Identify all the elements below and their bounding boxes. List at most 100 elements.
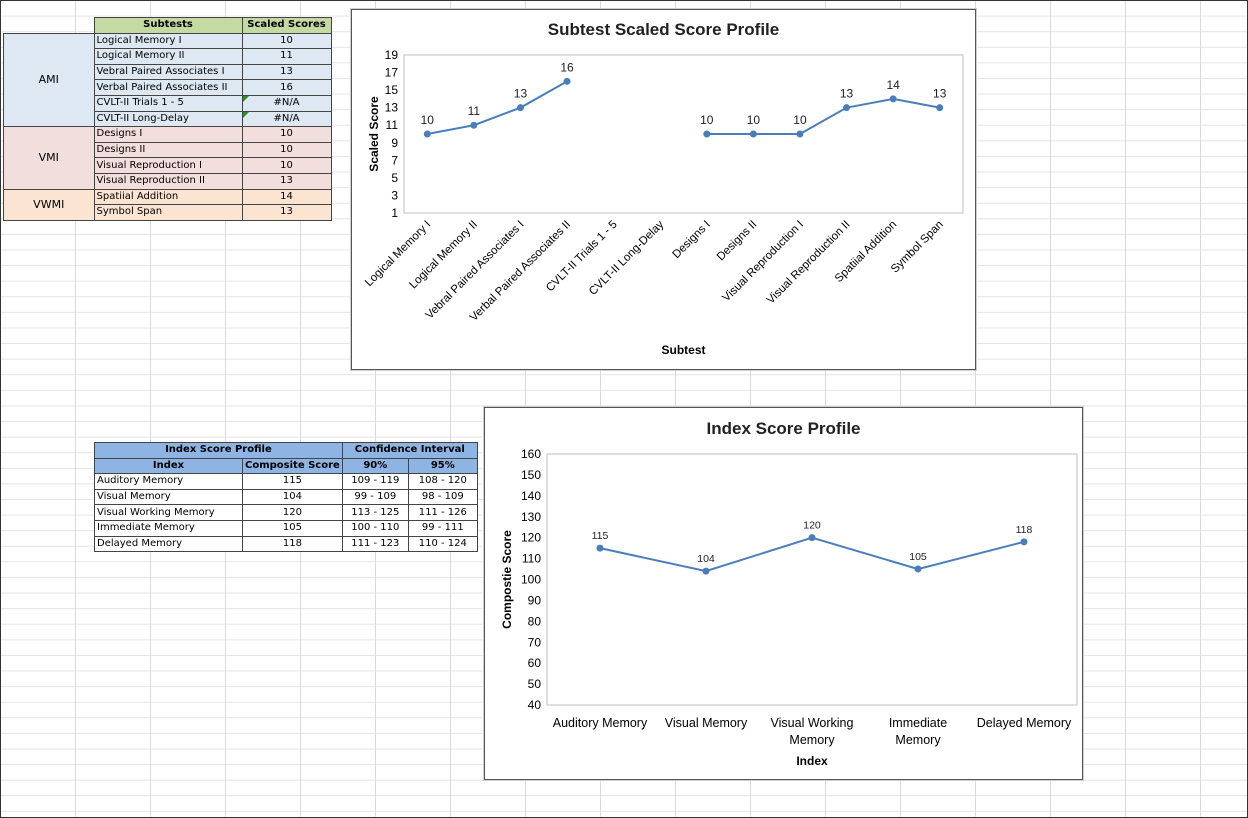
group-label-vmi[interactable]: VMI <box>3 126 95 190</box>
plot-area <box>546 453 1078 706</box>
data-label: 10 <box>747 113 761 127</box>
data-label: 13 <box>840 87 854 101</box>
y-tick-label: 140 <box>521 489 541 503</box>
y-tick-label: 90 <box>528 593 542 607</box>
y-tick-label: 5 <box>391 171 398 185</box>
data-point <box>1020 538 1028 546</box>
ci95-cell[interactable]: 108 - 120 <box>407 473 478 490</box>
scaled-score-cell[interactable]: 10 <box>241 141 332 159</box>
series-line <box>706 97 940 135</box>
subtest-name-cell[interactable]: Verbal Paired Associates II <box>93 79 243 96</box>
y-tick-label: 3 <box>391 188 398 202</box>
scaled-score-cell[interactable]: 13 <box>241 172 332 190</box>
scaled-scores-header[interactable]: Scaled Scores <box>241 17 332 34</box>
subtests-header[interactable]: Subtests <box>93 17 243 34</box>
scaled-score-cell[interactable]: 11 <box>241 48 332 65</box>
chart-title: Index Score Profile <box>707 419 861 438</box>
scaled-score-cell-error[interactable]: #N/A <box>241 94 332 112</box>
y-tick-label: 7 <box>391 153 398 167</box>
ci95-cell[interactable]: 111 - 126 <box>407 504 478 521</box>
y-tick-label: 13 <box>385 101 399 115</box>
index-name-cell[interactable]: Visual Memory <box>94 488 243 506</box>
subtest-name-cell[interactable]: Spatiial Addition <box>93 188 243 206</box>
ci90-header[interactable]: 90% <box>341 457 409 475</box>
data-label: 104 <box>697 553 715 565</box>
x-tick-label: Delayed Memory <box>977 716 1072 730</box>
confidence-interval-header[interactable]: Confidence Interval <box>341 442 478 459</box>
index-name-cell[interactable]: Auditory Memory <box>94 473 243 490</box>
subtest-name-cell[interactable]: Visual Reproduction I <box>93 157 243 174</box>
y-tick-label: 19 <box>385 48 399 62</box>
data-point <box>808 534 816 542</box>
x-tick-label: Vebral Paired Associates I <box>424 219 527 322</box>
composite-score-cell[interactable]: 115 <box>242 473 343 490</box>
x-tick-label: Visual Working <box>771 716 854 730</box>
composite-score-cell[interactable]: 120 <box>242 504 343 521</box>
subtest-name-cell[interactable]: Visual Reproduction II <box>93 172 243 190</box>
subtest-name-cell[interactable]: CVLT-II Long-Delay <box>93 110 243 128</box>
data-label: 13 <box>933 87 947 101</box>
index-name-cell[interactable]: Immediate Memory <box>94 519 243 537</box>
index-profile-chart[interactable]: Index Score Profile 40 50 60 70 80 90 100 110 120… <box>484 407 1083 780</box>
index-column-header[interactable]: Index <box>94 457 243 475</box>
group-label-ami[interactable]: AMI <box>3 32 95 128</box>
x-tick-label: Visual Reproduction II <box>765 219 853 307</box>
subtest-name-cell[interactable]: CVLT-II Trials 1 - 5 <box>93 94 243 112</box>
subtest-name-cell[interactable]: Symbol Span <box>93 204 243 221</box>
x-tick-label: Designs II <box>715 219 760 264</box>
scaled-score-cell[interactable]: 14 <box>241 188 332 206</box>
index-name-cell[interactable]: Visual Working Memory <box>94 504 243 521</box>
data-label: 10 <box>700 113 714 127</box>
subtest-name-cell[interactable]: Designs I <box>93 126 243 143</box>
subtest-profile-chart[interactable]: Subtest Scaled Score Profile 1 3 5 7 9 11 13 15 1… <box>351 9 976 370</box>
y-tick-label: 130 <box>521 510 541 524</box>
composite-score-cell[interactable]: 105 <box>242 519 343 537</box>
ci95-cell[interactable]: 110 - 124 <box>407 535 478 553</box>
data-label: 10 <box>793 113 807 127</box>
ci90-cell[interactable]: 113 - 125 <box>341 504 409 521</box>
data-label: 11 <box>468 104 481 118</box>
data-label: 118 <box>1016 524 1033 536</box>
data-point <box>914 565 922 573</box>
scaled-score-cell[interactable]: 13 <box>241 63 332 81</box>
scaled-score-cell[interactable]: 16 <box>241 79 332 96</box>
scaled-score-cell[interactable]: 10 <box>241 126 332 143</box>
ci95-cell[interactable]: 99 - 111 <box>407 519 478 537</box>
index-score-table: Index Score Profile Confidence Interval … <box>94 442 478 553</box>
scaled-score-cell[interactable]: 10 <box>241 157 332 174</box>
scaled-score-cell[interactable]: 10 <box>241 32 332 50</box>
y-tick-label: 80 <box>528 614 542 628</box>
x-axis-label: Subtest <box>661 343 705 357</box>
ci90-cell[interactable]: 99 - 109 <box>341 488 409 506</box>
data-point <box>843 104 851 112</box>
scaled-score-cell-error[interactable]: #N/A <box>241 110 332 128</box>
ci90-cell[interactable]: 100 - 110 <box>341 519 409 537</box>
x-tick-label: Visual Memory <box>665 716 748 730</box>
data-point <box>889 95 897 103</box>
y-tick-label: 11 <box>386 118 399 132</box>
data-point <box>749 130 757 138</box>
data-label: 10 <box>421 113 435 127</box>
ci95-cell[interactable]: 98 - 109 <box>407 488 478 506</box>
data-point <box>516 104 524 112</box>
ci90-cell[interactable]: 109 - 119 <box>341 473 409 490</box>
data-label: 105 <box>909 551 927 563</box>
x-axis-label: Index <box>796 754 828 768</box>
y-tick-label: 60 <box>528 656 542 670</box>
scaled-score-cell[interactable]: 13 <box>241 204 332 221</box>
composite-score-header[interactable]: Composite Score <box>242 457 343 475</box>
group-label-vwmi[interactable]: VWMI <box>3 188 95 221</box>
subtest-name-cell[interactable]: Logical Memory II <box>93 48 243 65</box>
y-axis-label: Scaled Score <box>367 96 381 172</box>
composite-score-cell[interactable]: 104 <box>242 488 343 506</box>
subtest-name-cell[interactable]: Designs II <box>93 141 243 159</box>
composite-score-cell[interactable]: 118 <box>242 535 343 553</box>
ci95-header[interactable]: 95% <box>407 457 478 475</box>
subtest-name-cell[interactable]: Vebral Paired Associates I <box>93 63 243 81</box>
index-table-title[interactable]: Index Score Profile <box>94 442 343 459</box>
ci90-cell[interactable]: 111 - 123 <box>341 535 409 553</box>
index-name-cell[interactable]: Delayed Memory <box>94 535 243 553</box>
subtest-name-cell[interactable]: Logical Memory I <box>93 32 243 50</box>
y-tick-label: 160 <box>521 447 541 461</box>
y-tick-label: 1 <box>391 206 398 220</box>
